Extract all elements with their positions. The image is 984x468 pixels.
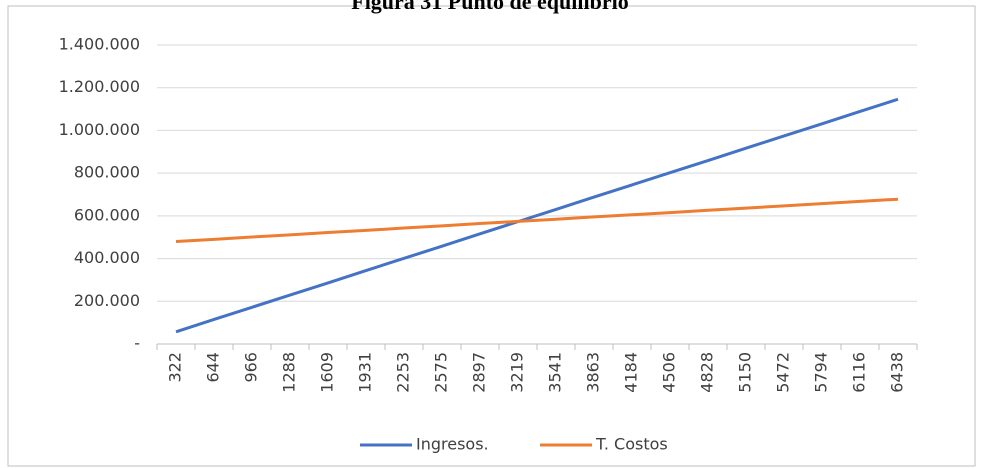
y-tick-label: 1.400.000 <box>59 35 140 54</box>
x-tick-label: 4828 <box>698 352 717 393</box>
x-tick-label: 2897 <box>470 352 489 393</box>
x-tick-label: 4506 <box>660 352 679 393</box>
y-tick-label: 800.000 <box>74 163 140 182</box>
x-tick-label: 6116 <box>850 352 869 393</box>
x-tick-label: 6438 <box>888 352 907 393</box>
x-tick-label: 5472 <box>774 352 793 393</box>
chart-frame <box>7 5 976 467</box>
x-tick-label: 1288 <box>280 352 299 393</box>
y-tick-label: 1.200.000 <box>59 77 140 96</box>
y-tick-label: 400.000 <box>74 248 140 267</box>
chart-title: Figura 31 Punto de equilibrio <box>351 0 628 14</box>
x-tick-label: 2575 <box>432 352 451 393</box>
x-tick-label: 644 <box>204 352 223 383</box>
x-tick-label: 3541 <box>546 352 565 393</box>
legend-label: T. Costos <box>595 435 668 454</box>
y-tick-label: 200.000 <box>74 291 140 310</box>
y-tick-label: 1.000.000 <box>59 120 140 139</box>
x-tick-label: 1609 <box>318 352 337 393</box>
x-tick-label: 966 <box>242 352 261 383</box>
legend-label: Ingresos. <box>416 435 489 454</box>
x-tick-label: 322 <box>166 352 185 383</box>
x-tick-label: 1931 <box>356 352 375 393</box>
x-tick-label: 5794 <box>812 352 831 393</box>
x-tick-label: 2253 <box>394 352 413 393</box>
x-tick-label: 4184 <box>622 352 641 393</box>
x-tick-label: 5150 <box>736 352 755 393</box>
y-tick-label: 600.000 <box>74 205 140 224</box>
y-tick-label: - <box>134 334 140 353</box>
line-series <box>175 197 899 243</box>
line-series <box>175 97 899 334</box>
x-tick-label: 3219 <box>508 352 527 393</box>
x-tick-label: 3863 <box>584 352 603 393</box>
